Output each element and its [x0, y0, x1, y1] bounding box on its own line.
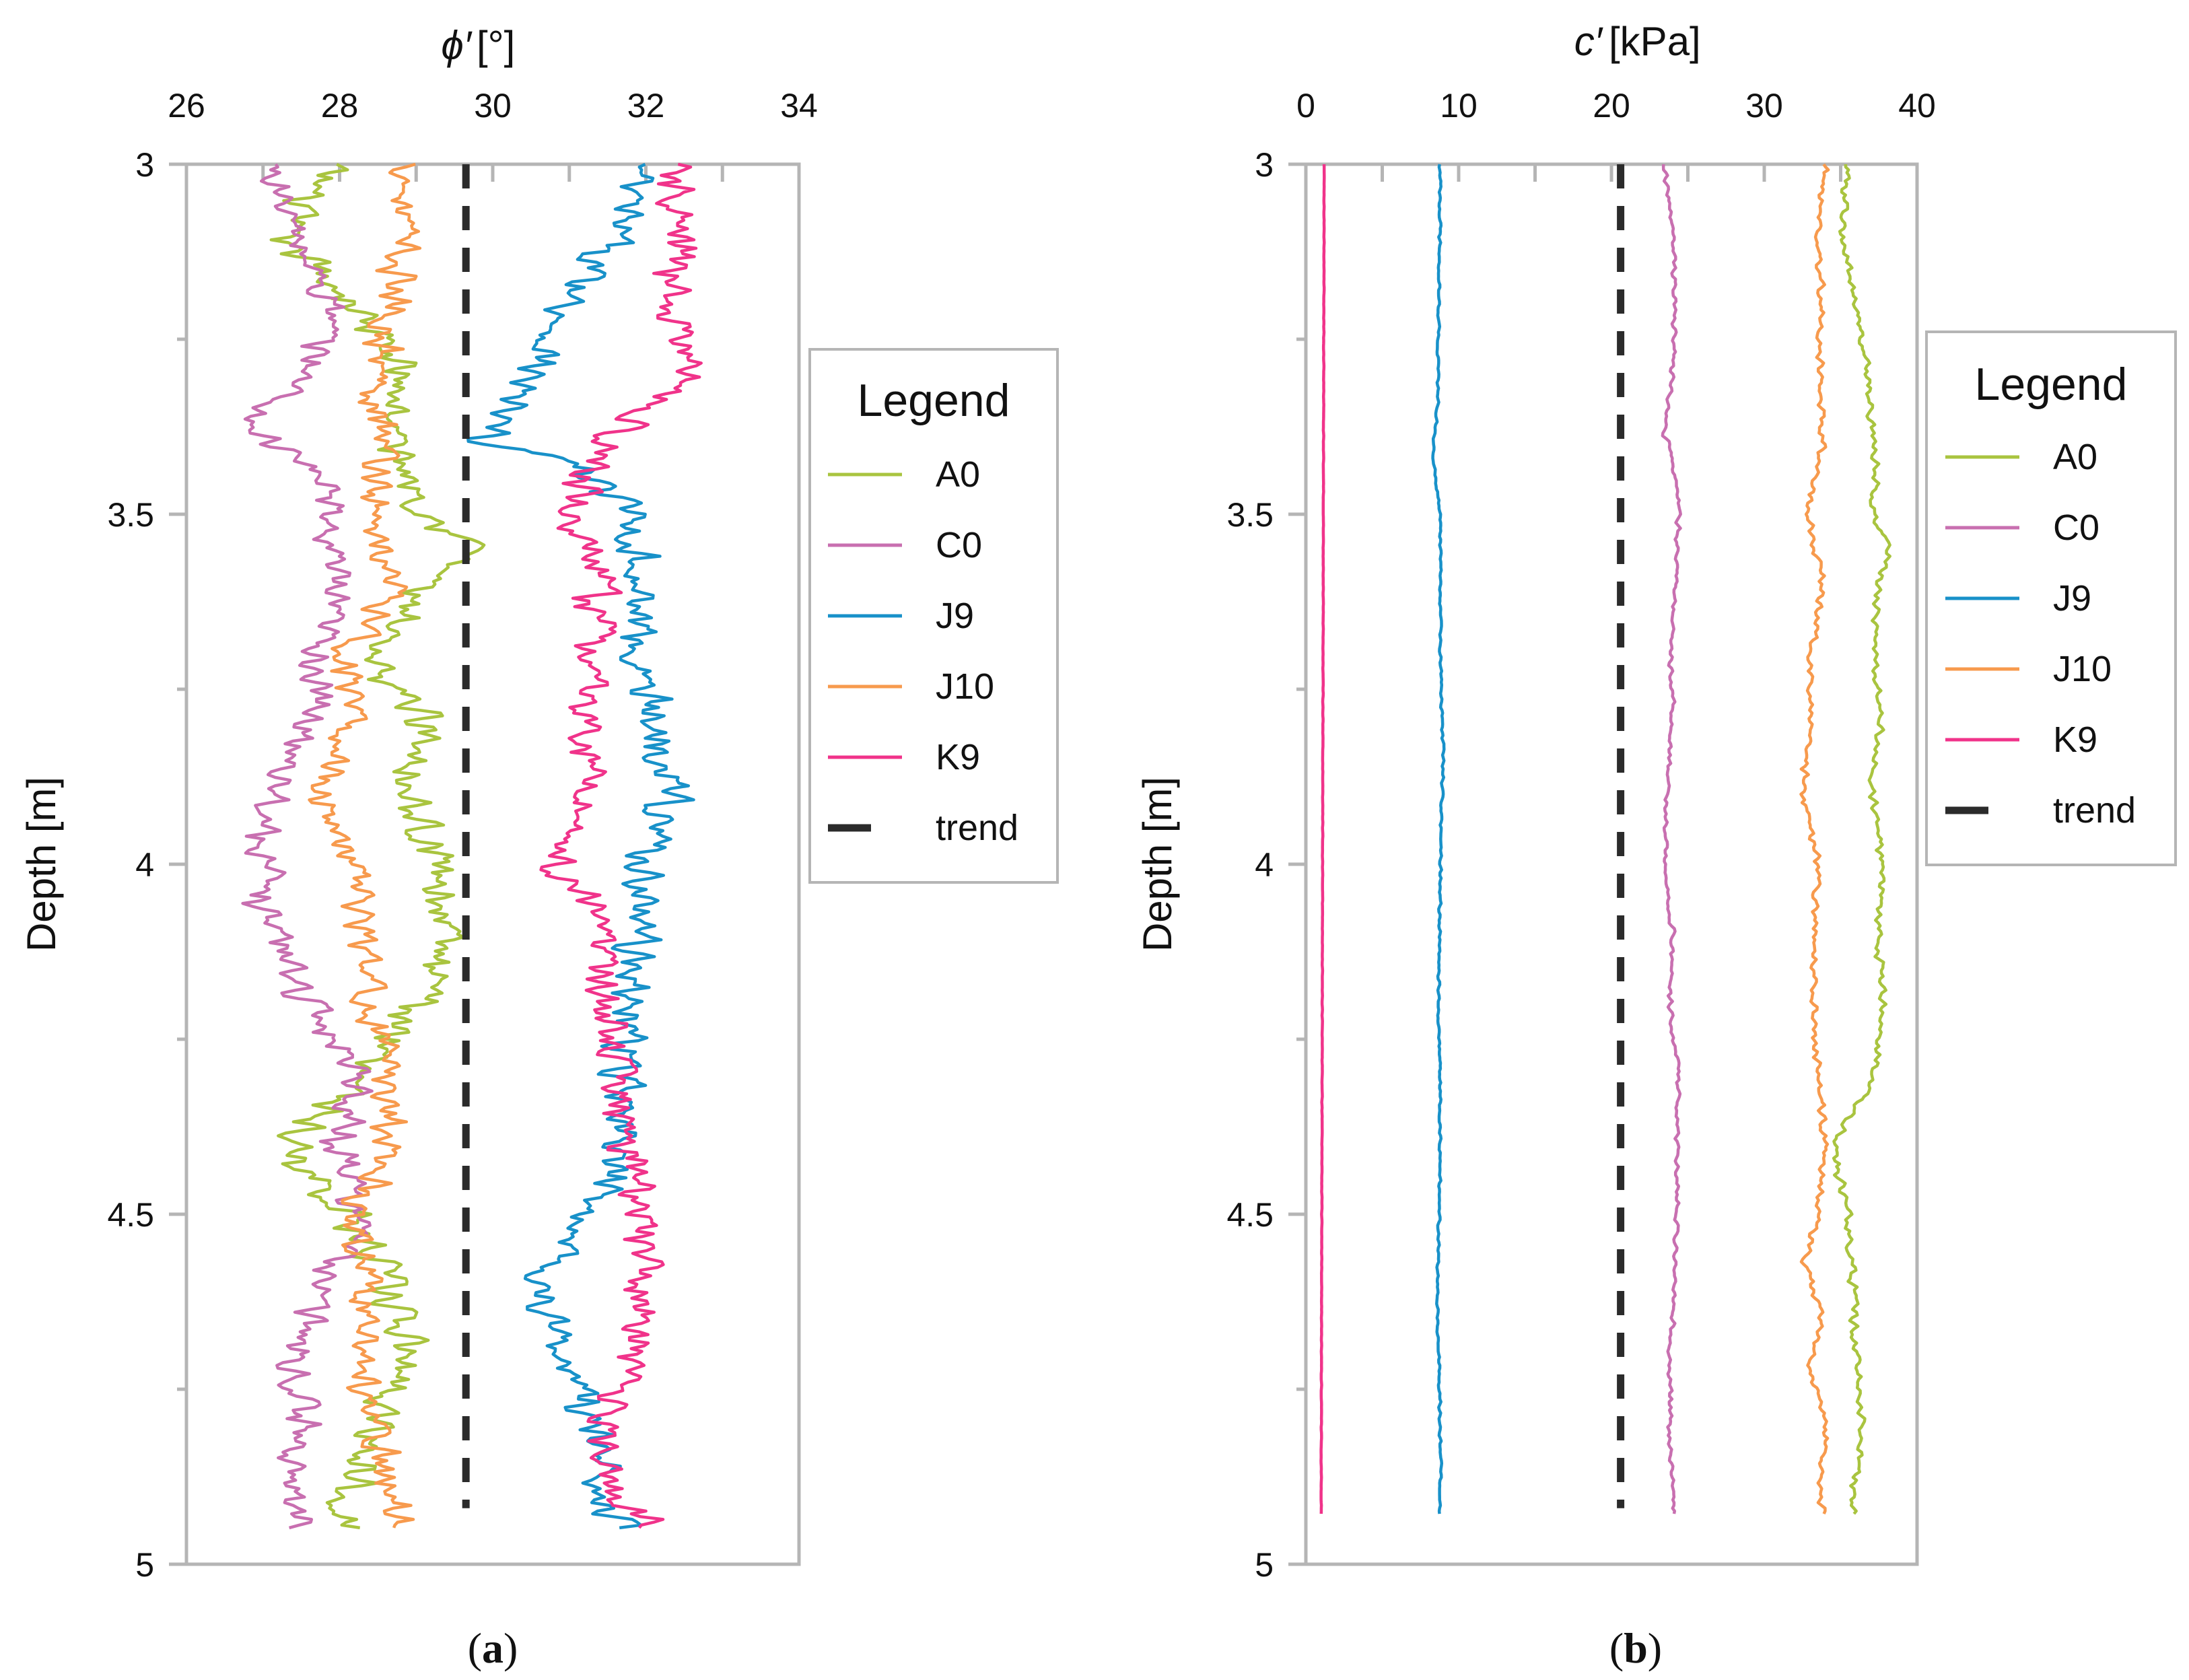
- y-tick-label: 4: [1255, 846, 1274, 884]
- legend-label-j9: J9: [936, 596, 974, 636]
- series-line-c0: [241, 163, 374, 1530]
- x-tick-label: 20: [1593, 87, 1630, 125]
- axis-ticks-b: 0 10 20 30 40 3 3.5 4 4.5 5: [1226, 87, 1935, 1584]
- y-tick-label: 3: [135, 146, 154, 184]
- legend-label-c0: C0: [936, 525, 982, 565]
- legend-label-k9: K9: [936, 737, 980, 777]
- legend-a: Legend A0 C0 J9 J10 K9 trend: [808, 348, 1059, 884]
- series-line-j9: [466, 162, 695, 1530]
- plot-area-a: [184, 162, 801, 1566]
- series-line-k9: [1319, 164, 1326, 1514]
- x-tick-label: 40: [1898, 87, 1936, 125]
- x-title-symbol-a: ϕ′: [441, 23, 472, 68]
- x-tick-label: 34: [780, 87, 818, 125]
- legend-label-j10: J10: [936, 666, 994, 707]
- legend-b: Legend A0 C0 J9 J10 K9 trend: [1925, 330, 2177, 866]
- y-tick-label: 5: [1255, 1546, 1274, 1584]
- legend-label-j9: J9: [2053, 578, 2091, 619]
- series-line-c0: [1661, 164, 1682, 1514]
- axis-ticks-a: 26 28 30 32 34 3 3.5 4 4.5 5: [107, 87, 817, 1584]
- series-group-a: [241, 162, 703, 1530]
- panel-a: 26 28 30 32 34 3 3.5 4 4.5 5 ϕ′ [°] Depth [m] Leg…: [19, 23, 1059, 1672]
- legend-title-b: Legend: [1975, 359, 2128, 410]
- series-group-b: [1319, 163, 1891, 1515]
- plot-area-b: [1304, 162, 1919, 1566]
- x-title-symbol-b: c′: [1574, 19, 1603, 64]
- y-tick-label: 4.5: [107, 1196, 154, 1234]
- y-tick-label: 4.5: [1226, 1196, 1274, 1234]
- x-tick-label: 30: [474, 87, 512, 125]
- legend-label-a0: A0: [936, 454, 980, 495]
- series-line-a0: [269, 163, 486, 1530]
- x-tick-label: 26: [168, 87, 205, 125]
- y-tick-label: 5: [135, 1546, 154, 1584]
- series-line-j9: [1431, 164, 1446, 1514]
- legend-label-c0: C0: [2053, 508, 2099, 548]
- y-tick-label: 3.5: [1226, 496, 1274, 534]
- series-line-a0: [1832, 164, 1891, 1515]
- x-tick-label: 10: [1440, 87, 1478, 125]
- x-title-unit-a: [°]: [477, 23, 515, 68]
- y-tick-label: 3.5: [107, 496, 154, 534]
- series-line-j10: [308, 162, 422, 1529]
- series-line-j10: [1799, 163, 1830, 1515]
- legend-items-b: A0 C0 J9 J10 K9 trend: [1945, 437, 2136, 831]
- series-line-k9: [539, 162, 703, 1529]
- panel-b: 0 10 20 30 40 3 3.5 4 4.5 5 c′ [kPa] Depth [m] Le…: [1135, 19, 2177, 1672]
- caption-label-b: b: [1624, 1624, 1648, 1672]
- y-tick-label: 4: [135, 846, 154, 884]
- caption-label-a: a: [482, 1624, 503, 1672]
- y-title-b: Depth [m]: [1135, 777, 1180, 952]
- legend-label-k9: K9: [2053, 720, 2097, 760]
- y-title-a: Depth [m]: [19, 777, 64, 952]
- x-tick-label: 32: [627, 87, 665, 125]
- caption-b: (b): [1609, 1624, 1662, 1672]
- legend-items-a: A0 C0 J9 J10 K9 trend: [828, 454, 1018, 848]
- legend-label-a0: A0: [2053, 437, 2097, 477]
- caption-a: (a): [468, 1624, 518, 1672]
- y-tick-label: 3: [1255, 146, 1274, 184]
- x-tick-label: 0: [1296, 87, 1315, 125]
- legend-label-j10: J10: [2053, 649, 2112, 689]
- legend-label-trend: trend: [2053, 790, 2136, 831]
- x-tick-label: 28: [321, 87, 359, 125]
- legend-label-trend: trend: [936, 808, 1018, 848]
- x-tick-label: 30: [1745, 87, 1783, 125]
- legend-title-a: Legend: [858, 375, 1010, 426]
- x-title-unit-b: [kPa]: [1609, 19, 1701, 64]
